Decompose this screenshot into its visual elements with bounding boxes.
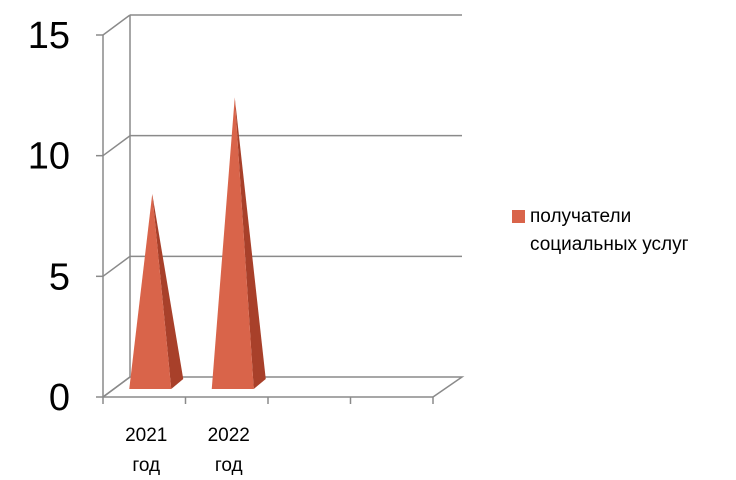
grid-diagonal-15 [102,14,131,36]
y-tick-label-0: 0 [49,377,70,419]
bar-side-1 [234,97,266,390]
y-tick-label-15: 15 [28,15,70,57]
grid-diagonal-5 [102,255,131,277]
bar-1 [211,97,254,390]
bar-side-0 [152,193,184,389]
y-tick-label-5: 5 [49,256,70,298]
legend-swatch [512,210,525,223]
floor-outline [102,376,465,398]
bar-0 [129,193,172,389]
grid-diagonal-10 [102,135,131,157]
y-tick-label-10: 10 [28,136,70,178]
legend-label: получатели социальных услуг [530,206,689,255]
x-tick-label-1: 2022 год [208,425,250,475]
x-tick-label-0: 2021 год [125,425,167,475]
